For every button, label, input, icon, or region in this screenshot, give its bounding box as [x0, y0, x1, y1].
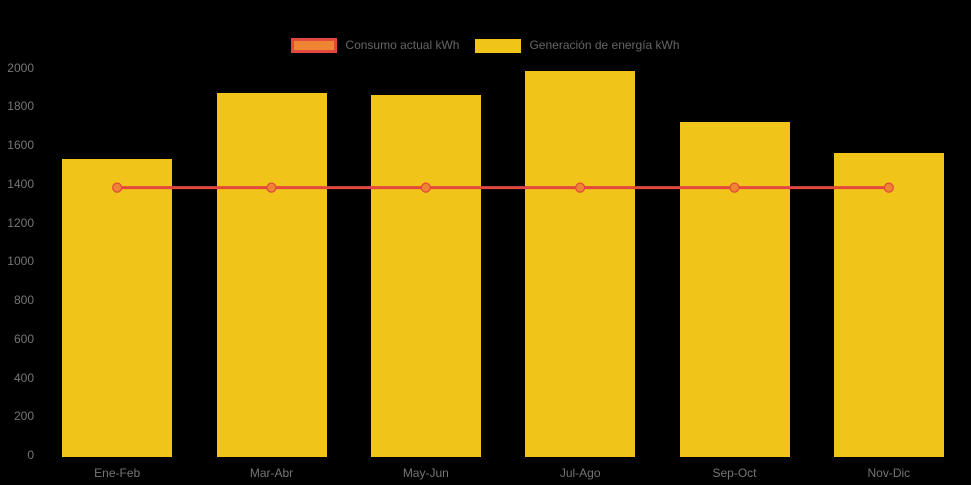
- y-axis-tick-1400: 1400: [7, 176, 34, 191]
- legend-label-consumo-actual-kwh: Consumo actual kWh: [345, 38, 460, 52]
- bar-jul-ago[interactable]: [525, 71, 636, 457]
- x-axis-label-may-jun: May-Jun: [402, 466, 449, 480]
- line-marker-mar-abr[interactable]: [266, 182, 277, 193]
- line-marker-ene-feb[interactable]: [112, 182, 123, 193]
- line-marker-nov-dic[interactable]: [883, 182, 894, 193]
- line-marker-may-jun[interactable]: [420, 182, 431, 193]
- y-axis-tick-1800: 1800: [7, 99, 34, 114]
- legend-item-generaci-n-de-energ-a-kwh[interactable]: Generación de energía kWh: [475, 38, 680, 53]
- x-axis-label-nov-dic: Nov-Dic: [867, 466, 911, 480]
- x-axis-label-ene-feb: Ene-Feb: [94, 466, 141, 480]
- legend-item-consumo-actual-kwh[interactable]: Consumo actual kWh: [291, 38, 459, 53]
- y-axis-tick-0: 0: [27, 448, 34, 462]
- y-axis-tick-1600: 1600: [7, 138, 34, 152]
- line-marker-jul-ago[interactable]: [575, 182, 586, 193]
- y-axis-tick-1000: 1000: [7, 254, 34, 269]
- legend-swatch-consumo-actual-kwh: [291, 38, 338, 53]
- legend-swatch-generaci-n-de-energ-a-kwh: [475, 38, 522, 53]
- bar-mar-abr[interactable]: [216, 92, 327, 457]
- y-axis-tick-800: 800: [13, 293, 34, 307]
- bar-sep-oct[interactable]: [679, 121, 790, 457]
- bar-ene-feb[interactable]: [62, 158, 173, 457]
- x-axis-label-sep-oct: Sep-Oct: [712, 466, 757, 480]
- y-axis-tick-600: 600: [13, 331, 34, 346]
- line-marker-sep-oct[interactable]: [729, 182, 740, 193]
- y-axis-tick-2000: 2000: [7, 60, 34, 75]
- legend-label-generaci-n-de-energ-a-kwh: Generación de energía kWh: [529, 38, 680, 52]
- chart-legend: Consumo actual kWh Generación de energía …: [0, 38, 971, 53]
- x-axis-label-mar-abr: Mar-Abr: [249, 466, 294, 480]
- bar-nov-dic[interactable]: [833, 152, 944, 457]
- bar-may-jun[interactable]: [370, 94, 481, 457]
- y-axis-tick-200: 200: [13, 409, 34, 424]
- y-axis-tick-400: 400: [13, 370, 34, 385]
- x-axis-label-jul-ago: Jul-Ago: [559, 466, 601, 480]
- y-axis-tick-1200: 1200: [7, 215, 34, 230]
